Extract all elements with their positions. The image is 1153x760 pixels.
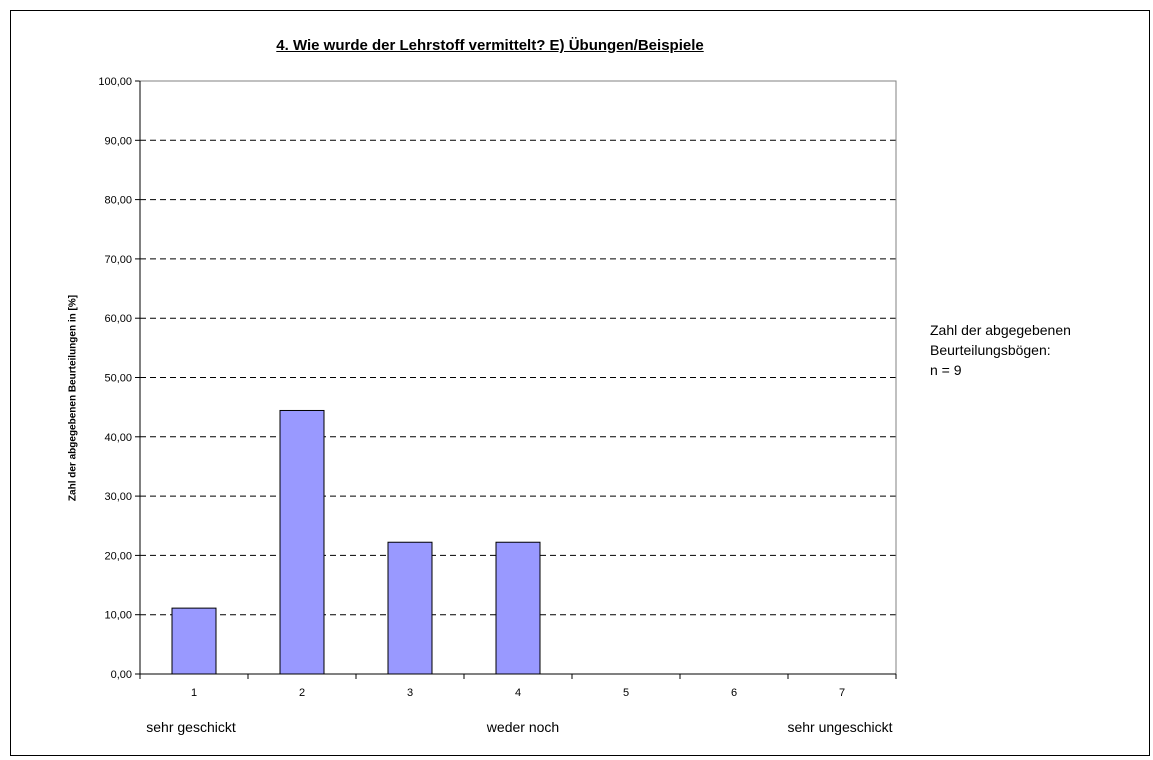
- y-tick-label: 100,00: [98, 76, 132, 88]
- bar: [279, 409, 325, 675]
- scale-label-middle: weder noch: [486, 719, 560, 735]
- x-tick-label: 6: [731, 687, 737, 699]
- scale-label-right: sehr ungeschickt: [787, 719, 893, 735]
- bar: [387, 541, 433, 675]
- bar: [171, 607, 217, 675]
- y-tick-label: 0,00: [111, 669, 132, 681]
- y-tick-label: 60,00: [104, 313, 132, 325]
- x-tick-label: 1: [191, 687, 197, 699]
- x-tick-label: 7: [839, 687, 845, 699]
- y-tick-label: 30,00: [104, 491, 132, 503]
- y-axis-label: Zahl der abgegebenen Beurteilungen in [%…: [67, 294, 79, 502]
- y-tick-label: 80,00: [104, 195, 132, 207]
- x-tick-label: 2: [299, 687, 305, 699]
- respondent-count: n = 9: [930, 362, 962, 378]
- bar: [495, 541, 541, 675]
- x-tick-label: 4: [515, 687, 521, 699]
- y-tick-label: 20,00: [104, 550, 132, 562]
- y-tick-label: 90,00: [104, 135, 132, 147]
- respondent-note-line-1: Zahl der abgegebenen: [930, 322, 1071, 338]
- x-tick-label: 3: [407, 687, 413, 699]
- y-tick-label: 70,00: [104, 254, 132, 266]
- respondent-note-line-2: Beurteilungsbögen:: [930, 342, 1051, 358]
- y-tick-label: 10,00: [104, 610, 132, 622]
- y-tick-label: 50,00: [104, 373, 132, 385]
- chart-title: 4. Wie wurde der Lehrstoff vermittelt? E…: [276, 37, 704, 54]
- x-tick-label: 5: [623, 687, 629, 699]
- scale-label-left: sehr geschickt: [146, 719, 236, 735]
- y-tick-label: 40,00: [104, 432, 132, 444]
